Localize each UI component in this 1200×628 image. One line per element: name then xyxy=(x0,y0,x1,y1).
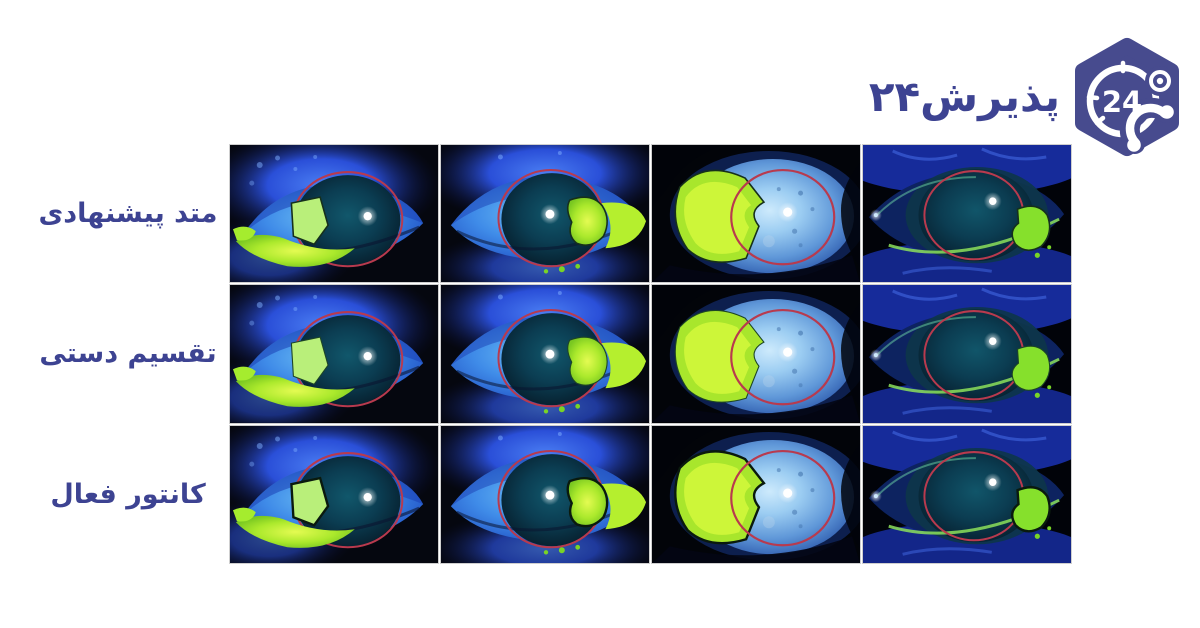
eye-photo-r2-c4 xyxy=(862,284,1072,424)
phone-handset-icon xyxy=(1125,103,1174,152)
dial-target-dot-icon xyxy=(1149,70,1171,92)
eye-photo-r1-c1 xyxy=(229,143,439,284)
paziresh24-badge-icon: 24 xyxy=(1075,38,1179,156)
badge-number: 24 xyxy=(1102,85,1142,119)
clock-tick-icon xyxy=(1086,94,1100,101)
row-label-proposed-method: متد پیشنهادی xyxy=(38,198,218,230)
row-label-manual-segmentation: تقسیم دستی xyxy=(39,338,217,370)
paziresh24-logo: پذیرش۲۴ 24 xyxy=(869,36,1188,158)
eye-photo-r3-c2 xyxy=(440,424,650,564)
row-labels: متد پیشنهادی تقسیم دستی کانتور فعال xyxy=(0,145,228,563)
dial-target-dot-center xyxy=(1156,77,1164,85)
eye-photo-r2-c2 xyxy=(440,284,650,424)
eye-photo-r2-c1 xyxy=(229,284,439,424)
eye-photo-r2-c3 xyxy=(651,284,861,424)
row-label-active-contour: کانتور فعال xyxy=(50,478,206,510)
eye-photo-r1-c2 xyxy=(440,143,650,284)
eye-photo-r1-c4 xyxy=(862,143,1072,284)
eye-photo-r3-c1 xyxy=(229,424,439,564)
clock-tick-icon xyxy=(1094,115,1106,126)
eye-photo-r3-c3 xyxy=(651,424,861,564)
figure-grid xyxy=(229,143,1072,564)
brand-wordmark: پذیرش۲۴ xyxy=(868,72,1061,121)
eye-photo-r3-c4 xyxy=(862,424,1072,564)
eye-photo-r1-c3 xyxy=(651,143,861,284)
